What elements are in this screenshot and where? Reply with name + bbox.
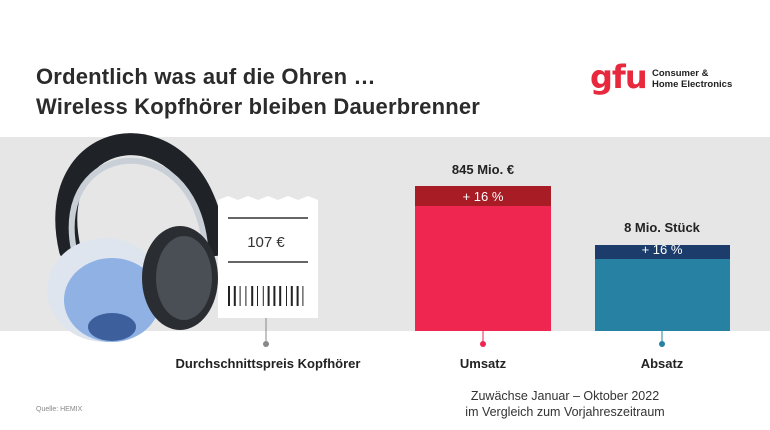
source-note: Quelle: HEMIX xyxy=(36,406,83,413)
receipt-icon xyxy=(218,196,318,318)
bar-absatz-category-label: Absatz xyxy=(640,356,684,371)
barcode-stripe xyxy=(290,286,293,306)
headphones-icon xyxy=(47,133,226,342)
barcode-stripe xyxy=(239,286,241,306)
page-title: Ordentlich was auf die Ohren … Wireless … xyxy=(36,62,480,122)
barcode-stripe xyxy=(245,286,247,306)
barcode-stripe xyxy=(257,286,258,306)
barcode-stripe xyxy=(286,286,287,306)
barcode-stripe xyxy=(296,286,299,306)
barcode-stripe xyxy=(251,286,254,306)
bar-umsatz-growth-segment xyxy=(415,186,551,206)
logo-line-1: Consumer & xyxy=(652,68,709,79)
barcode-stripe xyxy=(273,286,276,306)
barcode-stripe xyxy=(262,286,264,306)
bar-absatz xyxy=(595,245,730,331)
receipt-label: Durchschnittspreis Kopfhörer xyxy=(175,356,361,371)
receipt-dot xyxy=(263,341,269,347)
period-note-line-2: im Vergleich zum Vorjahreszeitraum xyxy=(465,405,665,419)
average-price: 107 € xyxy=(247,234,285,251)
logo-wordmark: gfu xyxy=(590,58,648,96)
period-note-line-1: Zuwächse Januar – Oktober 2022 xyxy=(470,389,660,403)
bar-absatz-value-label: 8 Mio. Stück xyxy=(624,220,700,235)
bar-absatz-growth-label: + 16 % xyxy=(642,242,683,257)
bar-umsatz-dot xyxy=(480,341,486,347)
bar-umsatz-growth-label: + 16 % xyxy=(463,189,504,204)
bar-umsatz xyxy=(415,186,551,331)
title-line-1: Ordentlich was auf die Ohren … xyxy=(36,64,376,89)
barcode-stripe xyxy=(233,286,236,306)
barcode-stripe xyxy=(267,286,270,306)
logo-line-2: Home Electronics xyxy=(652,79,733,90)
bar-absatz-growth-segment xyxy=(595,245,730,259)
bar-absatz-dot xyxy=(659,341,665,347)
logo-subtitle: Consumer & Home Electronics xyxy=(652,68,732,90)
barcode-stripe xyxy=(302,286,304,306)
barcode-stripe xyxy=(228,286,230,306)
bar-umsatz-value-label: 845 Mio. € xyxy=(451,162,515,177)
barcode-stripe xyxy=(279,286,282,306)
bar-umsatz-category-label: Umsatz xyxy=(459,356,507,371)
title-line-2: Wireless Kopfhörer bleiben Dauerbrenner xyxy=(36,94,481,119)
gfu-logo: gfu Consumer & Home Electronics xyxy=(590,58,740,100)
period-note: Zuwächse Januar – Oktober 2022 im Vergle… xyxy=(430,388,700,420)
